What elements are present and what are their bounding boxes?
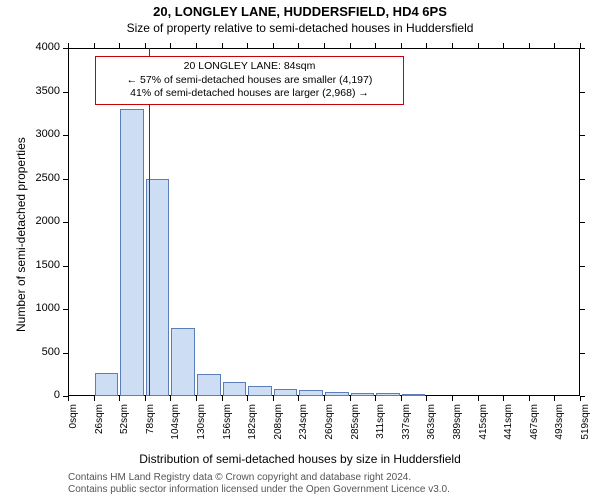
- axis-spine-top: [68, 48, 580, 49]
- xtick-mark: [554, 396, 555, 401]
- xtick-mark: [94, 43, 95, 48]
- xtick-mark: [529, 43, 530, 48]
- xtick-mark: [350, 43, 351, 48]
- xtick-mark: [324, 43, 325, 48]
- xtick-mark: [452, 396, 453, 401]
- xtick-mark: [554, 43, 555, 48]
- xtick-mark: [580, 396, 581, 401]
- xtick-mark: [580, 43, 581, 48]
- bar: [376, 393, 400, 396]
- bar: [171, 328, 195, 396]
- xtick-mark: [298, 43, 299, 48]
- ytick-mark: [63, 266, 68, 267]
- ytick-mark: [580, 92, 585, 93]
- xtick-mark: [247, 396, 248, 401]
- xtick-mark: [196, 43, 197, 48]
- ytick-mark: [580, 309, 585, 310]
- ytick-label: 0: [20, 389, 60, 401]
- ytick-mark: [63, 309, 68, 310]
- annot-line-2: ← 57% of semi-detached houses are smalle…: [102, 74, 397, 88]
- xtick-mark: [375, 396, 376, 401]
- xtick-mark: [170, 396, 171, 401]
- ytick-label: 3500: [20, 85, 60, 97]
- xtick-mark: [119, 396, 120, 401]
- annotation-box: 20 LONGLEY LANE: 84sqm ← 57% of semi-det…: [95, 56, 404, 105]
- ytick-mark: [63, 222, 68, 223]
- xtick-mark: [145, 396, 146, 401]
- footnote-2: Contains public sector information licen…: [68, 484, 450, 495]
- xtick-mark: [94, 396, 95, 401]
- xtick-mark: [375, 43, 376, 48]
- xtick-mark: [247, 43, 248, 48]
- xtick-mark: [222, 43, 223, 48]
- xtick-mark: [145, 43, 146, 48]
- ytick-label: 3000: [20, 128, 60, 140]
- xtick-mark: [196, 396, 197, 401]
- xtick-mark: [68, 396, 69, 401]
- xtick-mark: [426, 43, 427, 48]
- chart-container: 20, LONGLEY LANE, HUDDERSFIELD, HD4 6PS …: [0, 0, 600, 500]
- ytick-mark: [63, 135, 68, 136]
- xtick-mark: [426, 396, 427, 401]
- xtick-mark: [222, 396, 223, 401]
- xtick-mark: [119, 43, 120, 48]
- bar: [325, 392, 349, 396]
- bar: [120, 109, 144, 396]
- bar: [299, 390, 323, 396]
- xtick-mark: [452, 43, 453, 48]
- xtick-mark: [503, 396, 504, 401]
- ytick-mark: [63, 179, 68, 180]
- ytick-label: 2000: [20, 215, 60, 227]
- footnote-1: Contains HM Land Registry data © Crown c…: [68, 472, 411, 483]
- xtick-mark: [350, 396, 351, 401]
- xtick-mark: [68, 43, 69, 48]
- ytick-label: 2500: [20, 172, 60, 184]
- xtick-mark: [529, 396, 530, 401]
- bar: [223, 382, 247, 396]
- ytick-mark: [63, 48, 68, 49]
- annot-line-1: 20 LONGLEY LANE: 84sqm: [102, 60, 397, 74]
- xtick-mark: [273, 396, 274, 401]
- ytick-mark: [63, 92, 68, 93]
- ytick-label: 4000: [20, 41, 60, 53]
- bar: [402, 394, 426, 396]
- xtick-mark: [503, 43, 504, 48]
- chart-title: 20, LONGLEY LANE, HUDDERSFIELD, HD4 6PS: [0, 4, 600, 19]
- bar: [351, 393, 375, 396]
- bar: [95, 373, 119, 396]
- ytick-label: 1500: [20, 259, 60, 271]
- x-axis-label: Distribution of semi-detached houses by …: [0, 452, 600, 466]
- annot-line-3: 41% of semi-detached houses are larger (…: [102, 87, 397, 101]
- bar: [248, 386, 272, 396]
- bar: [274, 389, 298, 396]
- ytick-mark: [580, 222, 585, 223]
- xtick-mark: [324, 396, 325, 401]
- xtick-mark: [478, 43, 479, 48]
- ytick-label: 500: [20, 346, 60, 358]
- xtick-mark: [273, 43, 274, 48]
- ytick-mark: [580, 48, 585, 49]
- ytick-label: 1000: [20, 302, 60, 314]
- ytick-mark: [580, 179, 585, 180]
- xtick-mark: [401, 43, 402, 48]
- xtick-mark: [401, 396, 402, 401]
- ytick-mark: [580, 135, 585, 136]
- xtick-mark: [298, 396, 299, 401]
- ytick-mark: [63, 353, 68, 354]
- ytick-mark: [580, 266, 585, 267]
- bar: [197, 374, 221, 396]
- xtick-mark: [170, 43, 171, 48]
- xtick-mark: [478, 396, 479, 401]
- ytick-mark: [580, 353, 585, 354]
- chart-subtitle: Size of property relative to semi-detach…: [0, 21, 600, 35]
- axis-spine-left: [68, 48, 69, 396]
